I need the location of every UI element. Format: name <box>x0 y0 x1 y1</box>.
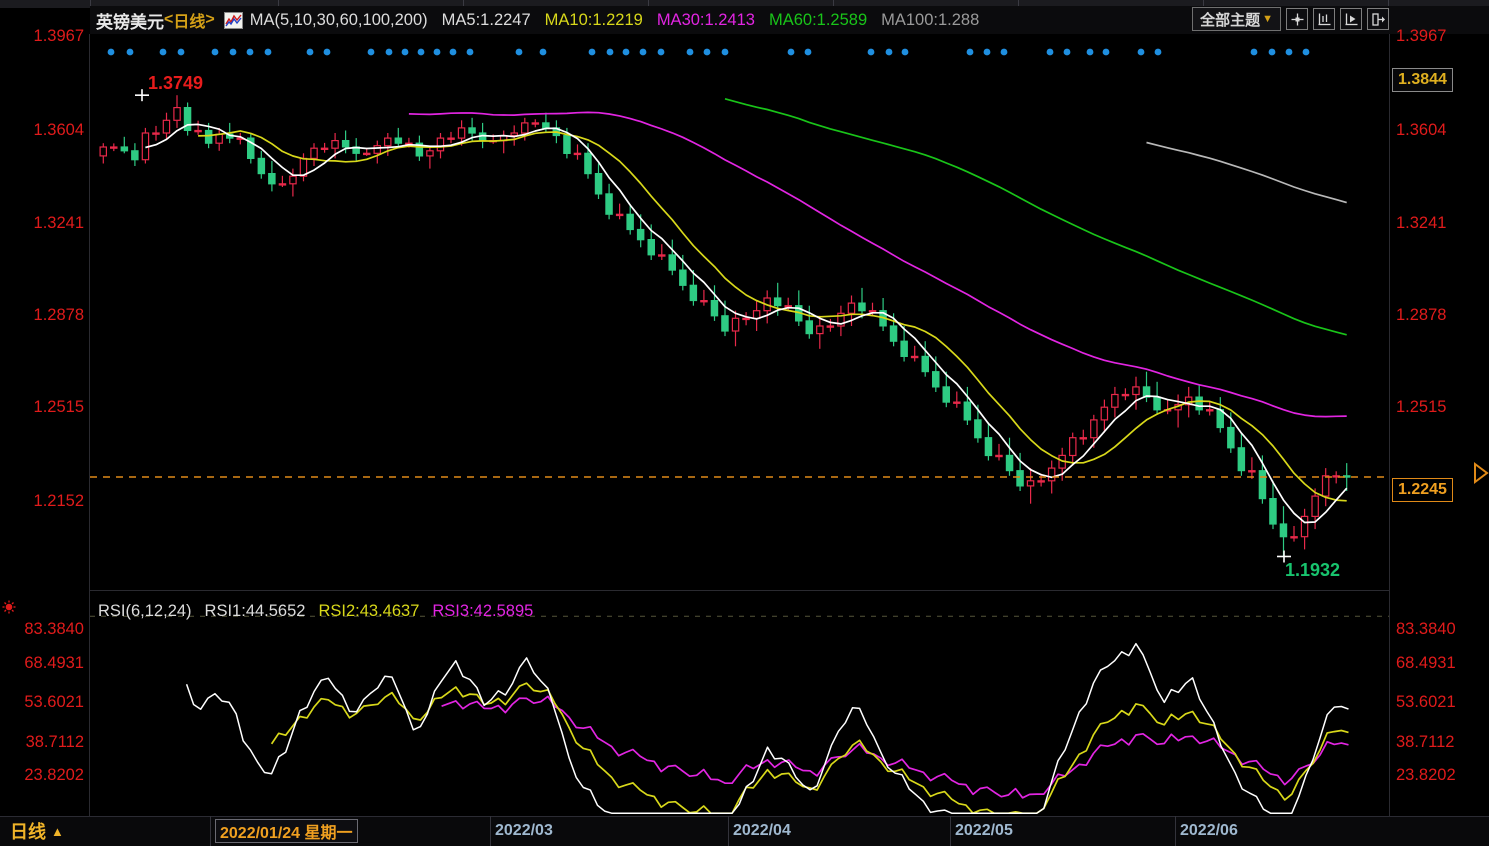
time-tick-label: 2022/06 <box>1180 822 1238 839</box>
rsi-tick-right: 83.3840 <box>24 620 84 638</box>
ma100-line <box>1146 141 1347 204</box>
price-tick-left: 1.3967 <box>33 27 84 45</box>
rsi1-line <box>185 642 1349 814</box>
ma10-value: MA10:1.2219 <box>544 10 643 29</box>
current-price-tag[interactable]: 1.2245 <box>1392 478 1453 502</box>
time-tick-label: 2022/01/24 星期一 <box>215 819 358 843</box>
ma5-line <box>145 123 1348 524</box>
candlestick-series <box>99 95 1351 557</box>
time-tick-divider <box>210 816 211 846</box>
period-toggle[interactable]: 日线 ▲ <box>10 816 64 846</box>
time-tick-cell: 2022/01/24 星期一 <box>215 816 358 846</box>
time-tick-cell: 2022/04 <box>733 816 791 846</box>
theme-selector-label: 全部主题 <box>1200 11 1261 29</box>
period-name[interactable]: 日线 <box>173 14 206 31</box>
ma60-line <box>724 97 1347 336</box>
rsi-axis-left[interactable]: 83.3840 68.4931 53.6021 38.7112 23.8202 <box>0 596 86 816</box>
theme-selector-button[interactable]: 全部主题 ▼ <box>1192 7 1281 31</box>
rsi-tick-left: 23.8202 <box>1396 766 1456 784</box>
line-chart-icon[interactable] <box>223 11 243 29</box>
price-tick-left: 1.2878 <box>33 306 84 324</box>
ma5-value: MA5:1.2247 <box>441 10 531 29</box>
price-frame-left <box>89 34 90 816</box>
time-axis-border <box>0 816 1489 817</box>
price-tick-left: 1.2515 <box>33 398 84 416</box>
ma30-line <box>408 111 1347 418</box>
rsi2-line <box>270 682 1349 815</box>
price-axis-right[interactable]: 1.3967 1.3604 1.3241 1.2878 1.2515 <box>1392 27 1489 590</box>
extreme-markers <box>135 89 1291 563</box>
scroll-right-arrow-icon[interactable] <box>1473 462 1489 484</box>
price-tick-left: 1.3241 <box>33 214 84 232</box>
rsi3-value: RSI3:42.5895 <box>432 601 534 620</box>
time-tick-cell: 2022/06 <box>1180 816 1238 846</box>
rsi-chart-canvas <box>90 615 1389 815</box>
exit-chart-icon[interactable] <box>1367 8 1389 30</box>
time-tick-label: 2022/03 <box>495 822 553 839</box>
time-tick-divider <box>490 816 491 846</box>
rsi-legend: RSI(6,12,24) RSI1:44.5652 RSI2:43.4637 R… <box>98 600 546 622</box>
scale-chart-icon[interactable] <box>1313 8 1335 30</box>
period-high-label: 1.3749 <box>148 73 204 93</box>
price-tick-right: 1.3967 <box>1396 27 1447 45</box>
period-toggle-label: 日线 <box>10 822 46 842</box>
time-tick-cell: 2022/03 <box>495 816 553 846</box>
time-tick-divider <box>1175 816 1176 846</box>
price-chart-canvas <box>90 48 1389 563</box>
price-axis-left[interactable]: 1.3967 1.3604 1.3241 1.2878 1.2515 1.2152 <box>0 27 86 590</box>
time-tick-cell: 2022/05 <box>955 816 1013 846</box>
price-chart-panel[interactable] <box>90 34 1389 590</box>
rsi-chart-panel[interactable] <box>90 596 1389 816</box>
play-chart-icon[interactable] <box>1340 8 1362 30</box>
price-tick-right: 1.3241 <box>1396 214 1447 232</box>
price-frame-right <box>1389 34 1390 816</box>
rsi-tick-right: 23.8202 <box>24 766 84 784</box>
upper-price-tag[interactable]: 1.3844 <box>1392 68 1453 92</box>
ma-formula: MA(5,10,30,60,100,200) <box>249 10 428 29</box>
chevron-down-icon: ▼ <box>1262 13 1273 25</box>
rsi-tick-left: 83.3840 <box>1396 620 1456 638</box>
rsi-axis-right[interactable]: 83.3840 68.4931 53.6021 38.7112 23.8202 <box>1392 596 1489 816</box>
chart-toolbar: 全部主题 ▼ <box>1192 6 1389 32</box>
rsi-formula: RSI(6,12,24) <box>98 601 192 620</box>
time-tick-label: 2022/05 <box>955 822 1013 839</box>
period-open-bracket: < <box>164 11 174 28</box>
event-markers <box>107 48 1310 56</box>
rsi2-value: RSI2:43.4637 <box>318 601 420 620</box>
price-tick-left: 1.3604 <box>33 121 84 139</box>
alert-sun-icon[interactable] <box>1 598 21 618</box>
rsi3-line <box>441 695 1349 799</box>
time-tick-divider <box>728 816 729 846</box>
crosshair-move-icon[interactable] <box>1286 8 1308 30</box>
time-axis-bar[interactable]: 日线 ▲ 2022/01/24 星期一 2022/03 2022/04 2022/05… <box>0 816 1489 846</box>
ma60-value: MA60:1.2589 <box>768 10 868 29</box>
rsi-tick-left: 38.7112 <box>1396 733 1455 751</box>
time-tick-divider <box>950 816 951 846</box>
window-top-strip <box>0 0 1489 8</box>
rsi1-value: RSI1:44.5652 <box>204 601 306 620</box>
panel-divider <box>89 590 1390 591</box>
period-low-label: 1.1932 <box>1285 560 1341 580</box>
ma100-value: MA100:1.288 <box>881 10 980 29</box>
time-tick-label: 2022/04 <box>733 822 791 839</box>
rsi-tick-right: 68.4931 <box>24 654 84 672</box>
triangle-up-icon: ▲ <box>51 823 64 839</box>
period-close-bracket: > <box>205 11 215 28</box>
rsi-tick-left: 68.4931 <box>1396 654 1456 672</box>
price-tick-right: 1.3604 <box>1396 121 1447 139</box>
price-tick-right: 1.2515 <box>1396 398 1447 416</box>
rsi-tick-left: 53.6021 <box>1396 693 1456 711</box>
price-tick-right: 1.2878 <box>1396 306 1447 324</box>
ma10-line <box>198 130 1347 502</box>
rsi-tick-right: 53.6021 <box>24 693 84 711</box>
ma30-value: MA30:1.2413 <box>656 10 755 29</box>
rsi-tick-right: 38.7112 <box>25 733 84 751</box>
price-tick-left: 1.2152 <box>33 492 84 510</box>
symbol-name[interactable]: 英镑美元 <box>96 12 164 32</box>
